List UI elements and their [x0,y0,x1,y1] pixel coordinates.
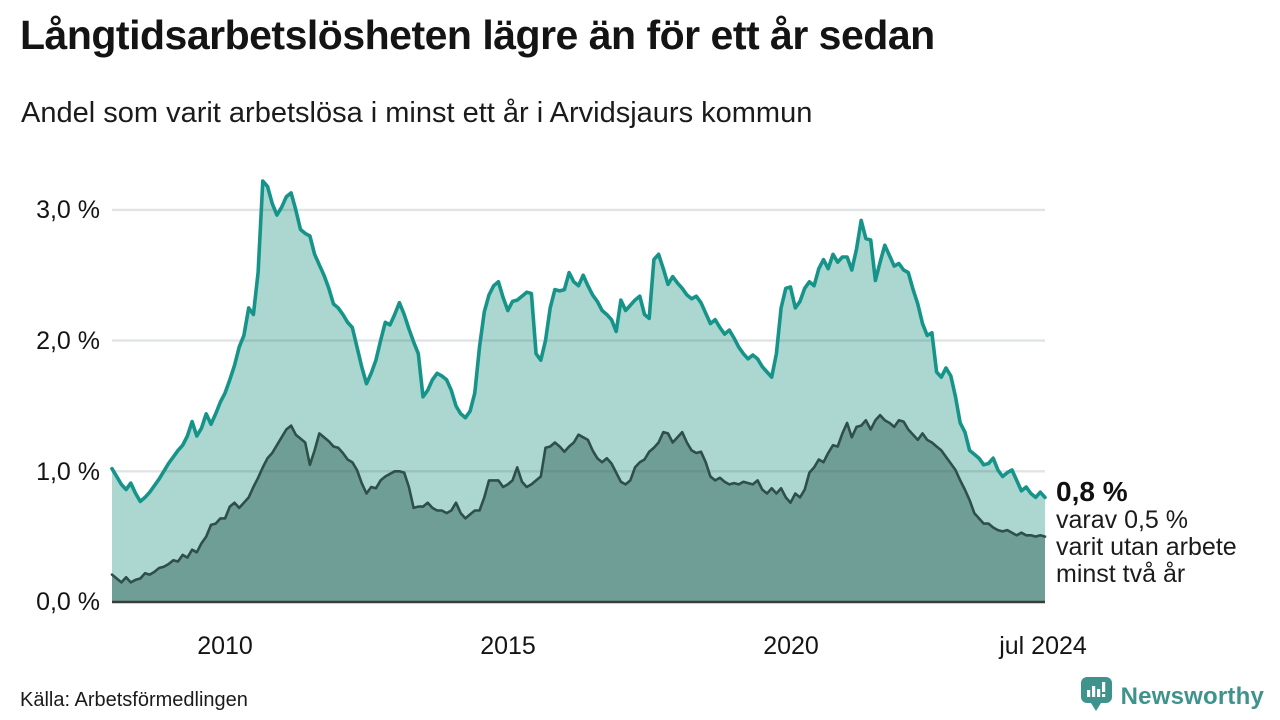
brand-name: Newsworthy [1120,682,1264,710]
annotation-line-3: minst två år [1056,560,1186,588]
annotation-line-1: varav 0,5 % [1056,506,1189,534]
x-tick-2010: 2010 [197,632,253,660]
y-tick-label-2: 2,0 % [36,327,100,355]
y-tick-label-3: 3,0 % [36,196,100,224]
y-gridlines [112,208,1045,473]
newsworthy-icon [1080,677,1113,716]
source-note: Källa: Arbetsförmedlingen [20,689,248,711]
x-tick-2015: 2015 [480,632,536,660]
brand-logo: Newsworthy [1080,677,1264,716]
series-line-at-least-two-years [110,413,1047,584]
x-tick-2020: 2020 [763,632,819,660]
page-title: Långtidsarbetslösheten lägre än för ett … [20,12,935,58]
y-tick-label-0: 0,0 % [36,588,100,616]
series-line-at-least-one-year [110,179,1047,504]
chart-subtitle: Andel som varit arbetslösa i minst ett å… [21,97,813,129]
x-tick-jul-2024: jul 2024 [999,632,1087,660]
y-tick-label-1: 1,0 % [36,458,100,486]
end-value-annotation: 0,8 % varav 0,5 % varit utan arbete mins… [1056,476,1276,588]
area-fill-at-least-two-years [112,415,1045,602]
annotation-line-2: varit utan arbete [1056,533,1237,561]
annotation-value: 0,8 % [1056,476,1128,507]
